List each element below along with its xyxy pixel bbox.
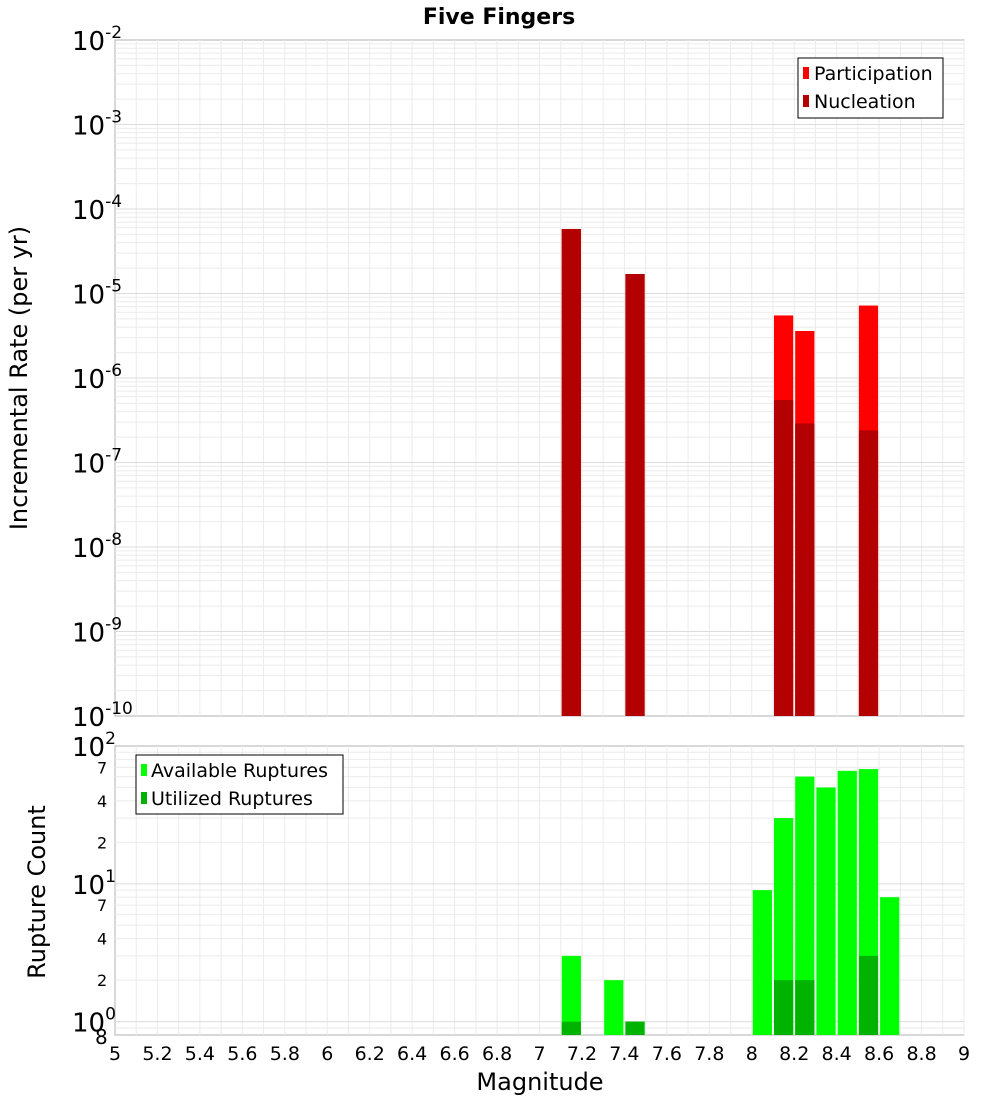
legend-swatch-participation <box>803 67 809 79</box>
y-tick-exponent: 0 <box>105 1005 116 1025</box>
utilized-bar <box>561 1021 581 1035</box>
x-tick-label: 5 <box>109 1043 121 1065</box>
x-tick-label: 7 <box>533 1043 545 1065</box>
x-tick-label: 7.2 <box>567 1043 597 1065</box>
y-tick-exponent: -9 <box>105 615 122 635</box>
x-tick-label: 7.4 <box>609 1043 639 1065</box>
x-axis-label: Magnitude <box>476 1068 603 1096</box>
x-tick-label: 8.8 <box>906 1043 936 1065</box>
x-tick-label: 5.8 <box>270 1043 300 1065</box>
x-tick-label: 8.6 <box>864 1043 894 1065</box>
utilized-bar <box>625 1021 645 1035</box>
legend-label-utilized: Utilized Ruptures <box>151 788 313 810</box>
utilized-bar <box>795 980 815 1035</box>
top-legend: Participation Nucleation <box>797 57 944 119</box>
y-minor-tick-label: 8 <box>95 1025 108 1049</box>
y-tick-exponent: 1 <box>105 867 116 887</box>
nucleation-bar <box>561 228 581 716</box>
available-bar <box>561 955 581 1035</box>
y-tick-exponent: 2 <box>105 729 116 749</box>
utilized-bar <box>858 955 879 1035</box>
x-tick-label: 6.8 <box>482 1043 512 1065</box>
x-tick-label: 8 <box>746 1043 758 1065</box>
x-tick-label: 6.4 <box>397 1043 427 1065</box>
top-legend-box <box>797 57 944 119</box>
y-minor-tick-label: 7 <box>97 896 107 915</box>
available-bar <box>795 776 815 1035</box>
available-bar <box>816 787 836 1035</box>
available-bar <box>752 890 772 1035</box>
y-tick-label: 10-9 <box>72 615 122 649</box>
y-tick-exponent: -4 <box>105 192 122 212</box>
x-tick-label: 9 <box>958 1043 970 1065</box>
y-tick-exponent: -7 <box>105 446 122 466</box>
x-tick-label: 6 <box>321 1043 333 1065</box>
x-tick-label: 5.4 <box>185 1043 215 1065</box>
legend-swatch-available <box>141 764 147 776</box>
legend-label-available: Available Ruptures <box>151 760 328 782</box>
y-tick-exponent: -2 <box>105 23 122 43</box>
chart-title: Five Fingers <box>423 5 575 30</box>
x-tick-label: 7.8 <box>694 1043 724 1065</box>
y-tick-label: 100 <box>72 1005 116 1039</box>
x-tick-label: 6.6 <box>439 1043 469 1065</box>
x-tick-label: 5.6 <box>227 1043 257 1065</box>
nucleation-bar <box>795 423 815 716</box>
available-bar <box>880 897 900 1035</box>
available-bar <box>604 980 624 1035</box>
x-tick-label: 7.6 <box>652 1043 682 1065</box>
utilized-bar <box>773 980 794 1035</box>
nucleation-bar <box>773 399 794 716</box>
y-tick-exponent: -10 <box>105 699 133 719</box>
y-tick-exponent: -3 <box>105 108 122 128</box>
top-grid <box>115 40 965 716</box>
y-minor-tick-label: 2 <box>97 971 107 990</box>
available-bar <box>837 770 857 1035</box>
y-tick-label: 101 <box>72 867 116 901</box>
nucleation-bar <box>625 274 645 716</box>
x-tick-label: 5.2 <box>142 1043 172 1065</box>
bottom-bars <box>561 769 900 1035</box>
y-tick-label: 10-10 <box>72 699 133 733</box>
x-tick-label: 6.2 <box>355 1043 385 1065</box>
nucleation-bar <box>858 430 879 716</box>
legend-label-participation: Participation <box>814 63 933 85</box>
y-tick-label: 102 <box>72 729 116 763</box>
legend-swatch-utilized <box>141 792 147 804</box>
x-tick-label: 8.4 <box>822 1043 852 1065</box>
legend-label-nucleation: Nucleation <box>814 91 916 113</box>
y-tick-exponent: -5 <box>105 277 122 297</box>
bottom-x-ticks: 5 5.2 5.4 5.6 5.8 6 6.2 6.4 6.6 6.8 7 7.2 7.4 7.6 7.8 8… <box>109 1043 970 1065</box>
y-minor-tick-label: 7 <box>97 758 107 777</box>
y-minor-tick-label: 4 <box>97 930 107 949</box>
y-tick-label: 10-4 <box>72 192 122 226</box>
y-tick-exponent: -6 <box>105 361 122 381</box>
top-y-axis-label: Incremental Rate (per yr) <box>5 226 33 530</box>
top-bars <box>561 228 879 716</box>
legend-swatch-nucleation <box>803 95 809 107</box>
y-tick-label: 10-3 <box>72 108 122 142</box>
bottom-legend-box <box>135 754 344 815</box>
bottom-legend: Available Ruptures Utilized Ruptures <box>135 754 344 815</box>
y-minor-tick-label: 2 <box>97 833 107 852</box>
y-minor-tick-label: 4 <box>97 792 107 811</box>
y-tick-exponent: -8 <box>105 530 122 550</box>
bottom-y-axis-label: Rupture Count <box>23 805 51 979</box>
x-tick-label: 8.2 <box>779 1043 809 1065</box>
